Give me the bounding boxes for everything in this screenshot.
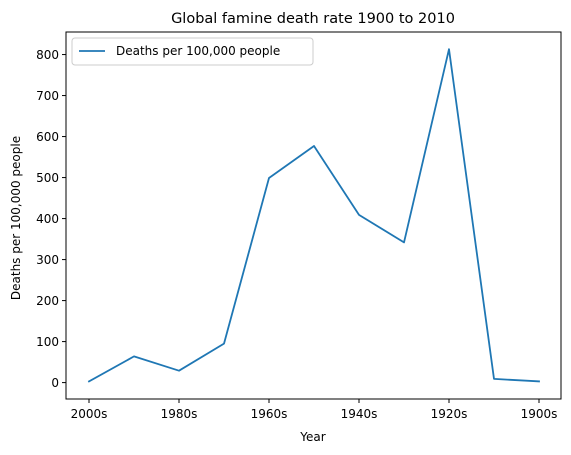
- x-tick-label: 1940s: [341, 407, 378, 421]
- y-tick-label: 700: [36, 89, 59, 103]
- y-tick-label: 400: [36, 212, 59, 226]
- legend-box: [71, 37, 314, 66]
- y-tick-label: 100: [36, 335, 59, 349]
- legend-label: Deaths per 100,000 people: [116, 44, 280, 58]
- legend: Deaths per 100,000 people: [71, 37, 314, 66]
- series-line-deaths: [87, 48, 540, 383]
- chart-title: Global famine death rate 1900 to 2010: [171, 11, 455, 27]
- plot-frame: [65, 31, 562, 400]
- y-tick-label: 500: [36, 171, 59, 185]
- x-tick-label: 1980s: [161, 407, 198, 421]
- y-tick-label: 800: [36, 48, 59, 62]
- x-tick-label: 1900s: [521, 407, 558, 421]
- y-tick-label: 0: [51, 376, 59, 390]
- x-tick-label: 1960s: [251, 407, 288, 421]
- y-axis: 0 100 200 300 400 500 600 700 800: [36, 48, 66, 390]
- x-tick-label: 2000s: [71, 407, 108, 421]
- y-axis-label: Deaths per 100,000 people: [9, 136, 23, 300]
- x-axis-label: Year: [299, 430, 325, 444]
- y-tick-label: 200: [36, 294, 59, 308]
- y-tick-label: 600: [36, 130, 59, 144]
- y-tick-label: 300: [36, 253, 59, 267]
- x-tick-label: 1920s: [431, 407, 468, 421]
- x-axis: 2000s 1980s 1960s 1940s 1920s 1900s: [71, 399, 558, 421]
